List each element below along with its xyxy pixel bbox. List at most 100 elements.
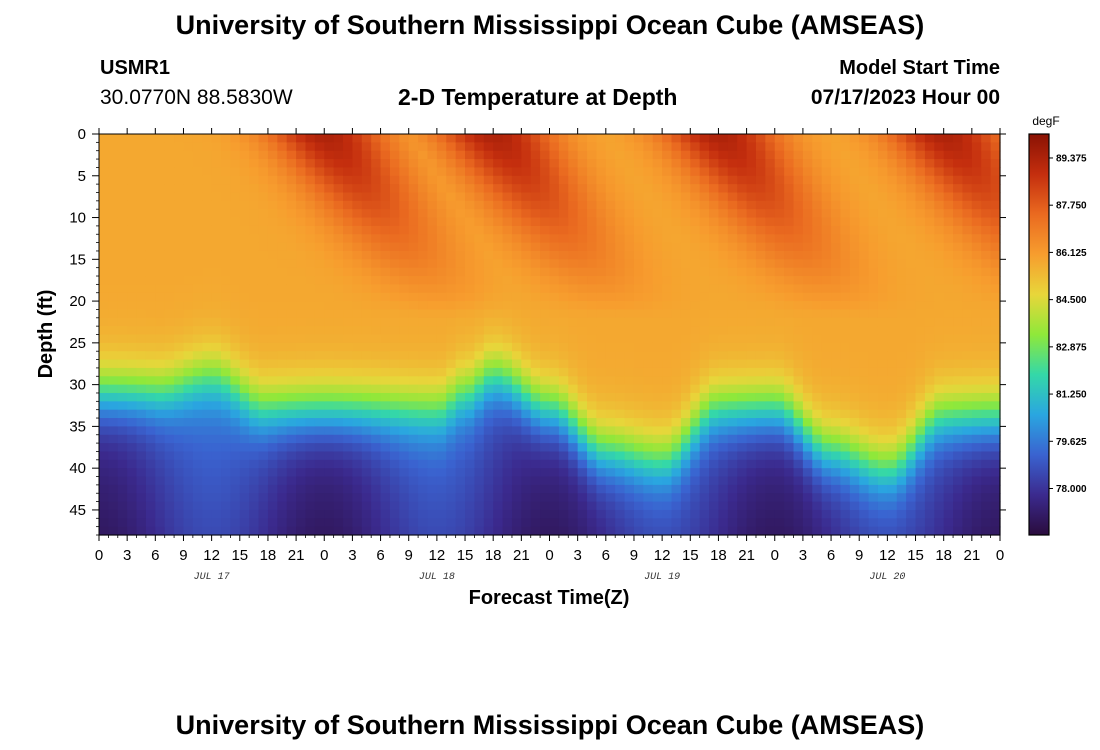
heat-cell (737, 468, 748, 478)
heat-cell (183, 526, 194, 536)
heat-cell (915, 342, 926, 352)
heat-cell (643, 418, 654, 427)
heat-cell (605, 175, 616, 185)
heat-cell (887, 501, 898, 511)
heat-cell (868, 309, 879, 319)
heat-cell (877, 184, 888, 194)
heat-cell (765, 342, 776, 352)
heat-cell (399, 342, 410, 352)
heat-cell (971, 159, 982, 169)
heat-cell (127, 167, 138, 177)
heat-cell (267, 242, 278, 252)
heat-cell (202, 476, 213, 486)
heat-cell (530, 443, 541, 453)
heat-cell (662, 259, 673, 269)
heat-cell (680, 234, 691, 244)
heat-cell (230, 259, 241, 269)
heat-cell (286, 392, 297, 402)
heat-cell (859, 509, 870, 519)
heat-cell (643, 468, 654, 478)
heat-cell (821, 301, 832, 311)
heat-cell (136, 284, 147, 294)
heat-cell (831, 509, 842, 519)
heat-cell (633, 150, 644, 160)
heat-cell (587, 334, 598, 344)
heat-cell (558, 150, 569, 160)
heat-cell (934, 209, 945, 219)
heat-cell (258, 150, 269, 160)
heat-cell (108, 276, 119, 285)
heat-cell (746, 409, 757, 419)
heat-cell (333, 301, 344, 311)
heat-cell (690, 150, 701, 160)
colorbar-tick-label: 82.875 (1056, 342, 1087, 353)
heat-cell (877, 242, 888, 252)
heat-cell (652, 234, 663, 244)
heat-cell (249, 359, 260, 369)
heat-cell (267, 376, 278, 386)
heat-cell (530, 509, 541, 519)
heat-cell (352, 250, 363, 260)
heat-cell (145, 434, 156, 444)
heat-cell (145, 501, 156, 511)
heat-cell (436, 359, 447, 369)
heat-cell (333, 401, 344, 411)
heat-cell (962, 317, 973, 327)
heat-cell (605, 426, 616, 436)
heat-cell (962, 301, 973, 311)
heat-cell (784, 309, 795, 319)
colorbar: 89.37587.75086.12584.50082.87581.25079.6… (1028, 114, 1087, 536)
heat-cell (784, 234, 795, 244)
heat-cell (408, 384, 419, 394)
heat-cell (483, 301, 494, 311)
heat-cell (643, 317, 654, 327)
heat-cell (305, 225, 316, 235)
heat-cell (465, 217, 476, 227)
heat-cell (436, 426, 447, 436)
heat-cell (943, 234, 954, 244)
heat-cell (990, 284, 1001, 294)
heat-cell (99, 284, 109, 294)
heat-cell (727, 276, 738, 285)
heat-cell (530, 484, 541, 494)
heat-cell (549, 342, 560, 352)
heat-cell (934, 326, 945, 336)
heat-cell (849, 426, 860, 436)
heat-cell (718, 526, 729, 536)
heat-cell (718, 184, 729, 194)
heat-cell (446, 334, 457, 344)
heat-cell (840, 326, 851, 336)
heat-cell (877, 509, 888, 519)
heat-cell (746, 359, 757, 369)
heat-cell (511, 367, 522, 377)
heat-cell (305, 384, 316, 394)
heat-cell (249, 384, 260, 394)
heat-cell (605, 401, 616, 411)
heat-cell (624, 367, 635, 377)
heat-cell (117, 526, 128, 536)
heat-cell (455, 317, 466, 327)
heat-cell (455, 242, 466, 252)
heat-cell (474, 376, 485, 386)
heat-cell (774, 150, 785, 160)
heat-cell (352, 392, 363, 402)
heat-cell (164, 384, 175, 394)
heat-cell (624, 267, 635, 277)
heat-cell (680, 526, 691, 536)
heat-cell (577, 192, 588, 202)
heat-cell (324, 234, 335, 244)
heat-cell (680, 309, 691, 319)
heat-cell (202, 167, 213, 177)
heat-cell (483, 509, 494, 519)
heat-cell (267, 476, 278, 486)
heat-cell (333, 334, 344, 344)
heat-cell (455, 418, 466, 427)
heat-cell (249, 376, 260, 386)
heat-cell (136, 359, 147, 369)
heat-cell (521, 342, 532, 352)
heat-cell (812, 509, 823, 519)
heat-cell (530, 167, 541, 177)
heat-cell (493, 276, 504, 285)
heat-cell (267, 459, 278, 469)
heat-cell (314, 334, 325, 344)
